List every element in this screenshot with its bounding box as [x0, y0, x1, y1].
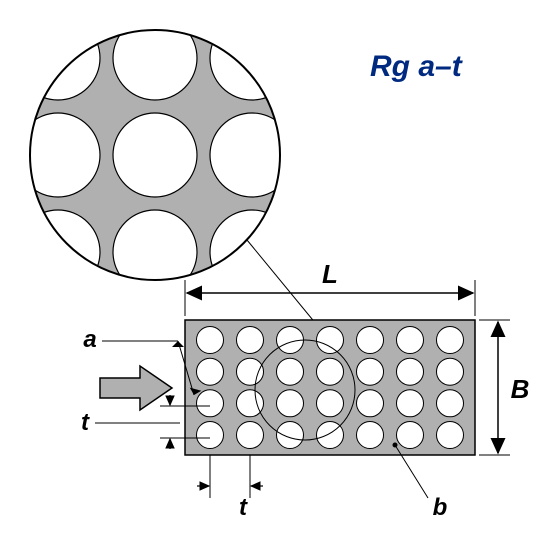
- label-a: a: [83, 326, 96, 353]
- label-L: L: [322, 259, 338, 289]
- plate-hole: [397, 358, 424, 385]
- plate-hole: [237, 327, 264, 354]
- label-t-left: t: [81, 409, 90, 436]
- direction-arrow: [100, 366, 172, 410]
- plate-hole: [357, 327, 384, 354]
- plate-hole: [437, 422, 464, 449]
- diagram-svg: L B a t t: [0, 0, 550, 550]
- plate-hole: [197, 390, 224, 417]
- label-B: B: [511, 374, 530, 404]
- plate-hole: [197, 327, 224, 354]
- plate-hole: [197, 358, 224, 385]
- plate-hole: [397, 390, 424, 417]
- plate-hole: [437, 358, 464, 385]
- diagram-title: Rg a–t: [370, 50, 462, 84]
- plate-hole: [317, 390, 344, 417]
- label-b: b: [433, 494, 448, 521]
- label-t-bottom: t: [239, 494, 248, 521]
- plate-hole: [437, 327, 464, 354]
- plate-hole: [277, 422, 304, 449]
- plate-hole: [357, 358, 384, 385]
- plate-hole: [237, 390, 264, 417]
- magnifier-view: [0, 0, 310, 310]
- plate-hole: [197, 422, 224, 449]
- plate-hole: [397, 422, 424, 449]
- plate-hole: [317, 358, 344, 385]
- plate-hole: [317, 327, 344, 354]
- plate-hole: [237, 422, 264, 449]
- plate-hole: [277, 358, 304, 385]
- plate-hole: [237, 358, 264, 385]
- plate-hole: [277, 390, 304, 417]
- dimension-L: L: [185, 259, 475, 316]
- dimension-B: B: [479, 320, 529, 455]
- plate-hole: [437, 390, 464, 417]
- dimension-t-bottom: t: [197, 455, 263, 521]
- plate-hole: [357, 390, 384, 417]
- plate-hole: [397, 327, 424, 354]
- perforated-plate: [185, 320, 475, 455]
- plate-hole: [357, 422, 384, 449]
